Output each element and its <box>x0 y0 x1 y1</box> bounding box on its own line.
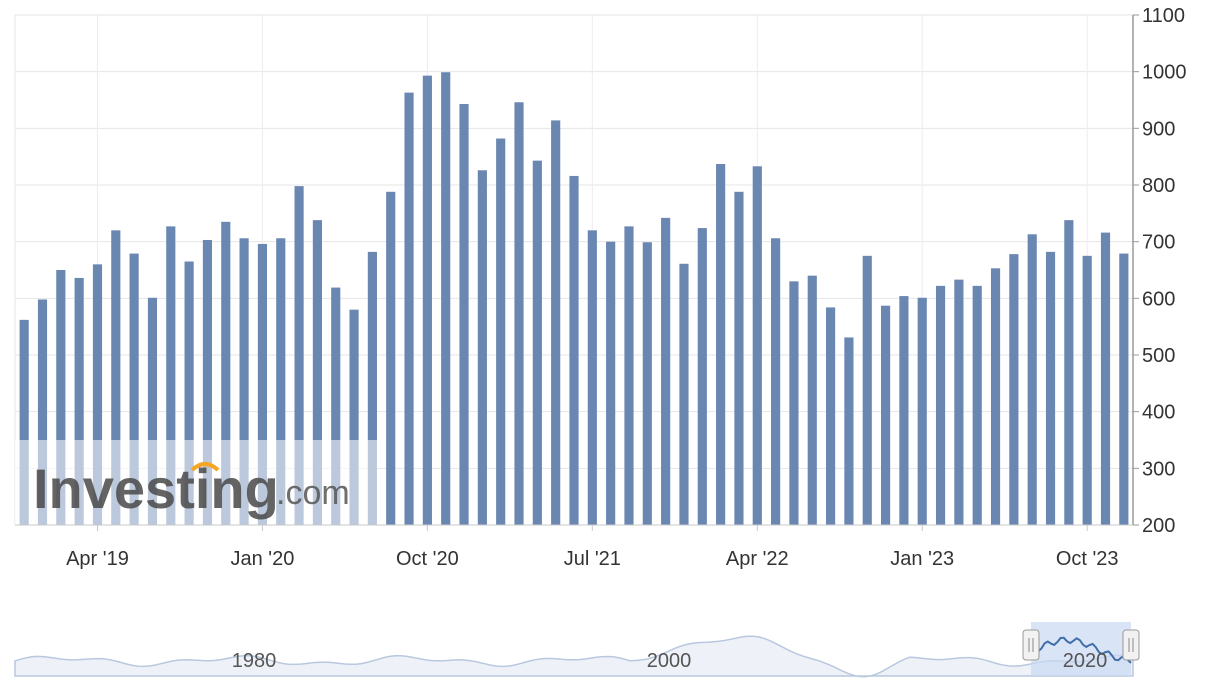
y-axis: 1100 1000 900 800 700 600 500 400 300 200 <box>1132 5 1187 537</box>
bar-2[interactable] <box>56 270 66 525</box>
bar-42[interactable] <box>789 281 799 525</box>
bar-45[interactable] <box>844 337 854 525</box>
x-tick-label-3: Jul '21 <box>564 548 621 570</box>
bar-30[interactable] <box>569 175 579 525</box>
bar-55[interactable] <box>1027 234 1037 526</box>
bar-35[interactable] <box>661 217 671 525</box>
bar-37[interactable] <box>697 228 707 526</box>
navigator-selection[interactable] <box>1031 622 1131 676</box>
bar-34[interactable] <box>642 242 652 525</box>
bar-4[interactable] <box>92 264 103 525</box>
bar-1[interactable] <box>37 299 48 525</box>
bar-32[interactable] <box>606 241 616 525</box>
bar-13[interactable] <box>257 243 268 525</box>
bar-15[interactable] <box>294 186 304 525</box>
bar-41[interactable] <box>771 238 781 525</box>
bar-17[interactable] <box>331 287 341 525</box>
bar-16[interactable] <box>312 220 322 525</box>
bar-14[interactable] <box>276 238 286 525</box>
y-tick-label-2: 900 <box>1142 118 1175 140</box>
bar-5[interactable] <box>111 230 121 526</box>
navigator-area <box>14 635 1134 678</box>
x-tick-label-1: Jan '20 <box>230 548 294 570</box>
bar-21[interactable] <box>404 92 414 525</box>
bar-33[interactable] <box>624 226 634 525</box>
bar-50[interactable] <box>935 285 946 525</box>
bar-39[interactable] <box>734 191 744 526</box>
y-tick-label-8: 300 <box>1142 458 1175 480</box>
bar-8[interactable] <box>166 226 176 525</box>
watermark-suffix: .com <box>276 474 350 512</box>
bar-59[interactable] <box>1100 232 1111 525</box>
y-tick-label-5: 600 <box>1142 288 1175 310</box>
bar-19[interactable] <box>367 251 377 525</box>
bar-58[interactable] <box>1082 255 1092 526</box>
x-tick-label-0: Apr '19 <box>66 548 129 570</box>
bar-49[interactable] <box>917 297 927 525</box>
y-tick-label-3: 800 <box>1142 175 1175 197</box>
bar-54[interactable] <box>1009 254 1019 525</box>
x-axis: Apr '19 Jan '20 Oct '20 Jul '21 Apr '22 Jan '… <box>15 524 1133 570</box>
bar-7[interactable] <box>147 297 158 525</box>
y-tick-label-0: 1100 <box>1142 5 1185 27</box>
bar-12[interactable] <box>239 238 249 525</box>
y-tick-label-9: 200 <box>1142 515 1175 537</box>
y-tick-label-1: 1000 <box>1142 62 1187 84</box>
bar-3[interactable] <box>74 277 84 525</box>
x-tick-label-4: Apr '22 <box>726 548 789 570</box>
bar-57[interactable] <box>1064 220 1074 525</box>
bar-47[interactable] <box>880 305 891 525</box>
bar-24[interactable] <box>459 103 469 525</box>
bar-36[interactable] <box>679 263 689 525</box>
y-tick-label-6: 500 <box>1142 345 1175 367</box>
bar-40[interactable] <box>752 166 762 526</box>
bar-6[interactable] <box>129 253 139 526</box>
bar-51[interactable] <box>954 279 964 525</box>
y-tick-label-4: 700 <box>1142 232 1175 254</box>
x-tick-label-2: Oct '20 <box>396 548 459 570</box>
bar-23[interactable] <box>441 72 451 525</box>
watermark-band <box>15 440 378 526</box>
bar-53[interactable] <box>990 268 1001 525</box>
bar-43[interactable] <box>807 275 817 525</box>
x-tick-label-6: Oct '23 <box>1056 548 1119 570</box>
navigator[interactable]: 1980 2000 2020 <box>14 620 1140 678</box>
bar-20[interactable] <box>386 191 396 526</box>
bar-44[interactable] <box>826 307 836 525</box>
bar-60[interactable] <box>1119 253 1129 526</box>
bar-9[interactable] <box>184 261 194 526</box>
bar-46[interactable] <box>862 255 872 526</box>
bar-38[interactable] <box>716 164 726 526</box>
investing-watermark: Investing .com <box>15 440 378 526</box>
bar-11[interactable] <box>221 221 231 526</box>
bar-26[interactable] <box>496 138 506 526</box>
bar-27[interactable] <box>514 102 524 526</box>
bar-0[interactable] <box>19 319 29 525</box>
navigator-label-2000: 2000 <box>647 650 692 672</box>
bar-31[interactable] <box>587 230 597 526</box>
bar-10[interactable] <box>202 239 213 525</box>
bar-25[interactable] <box>477 170 487 525</box>
bar-28[interactable] <box>532 160 542 525</box>
y-tick-label-7: 400 <box>1142 402 1175 424</box>
bar-48[interactable] <box>899 296 909 525</box>
navigator-selected-series <box>1034 636 1132 664</box>
navigator-right-handle[interactable] <box>1122 629 1140 661</box>
navigator-label-1980: 1980 <box>232 650 277 672</box>
bars <box>19 72 1129 526</box>
bar-18[interactable] <box>349 309 359 525</box>
navigator-label-2020: 2020 <box>1063 650 1108 672</box>
bar-52[interactable] <box>972 285 982 525</box>
watermark-brand: Investing <box>33 457 279 520</box>
navigator-left-handle[interactable] <box>1022 629 1040 661</box>
x-tick-label-5: Jan '23 <box>890 548 954 570</box>
bar-22[interactable] <box>422 75 432 525</box>
bar-29[interactable] <box>551 120 561 526</box>
bar-56[interactable] <box>1045 251 1056 525</box>
watermark-swoosh <box>190 462 220 472</box>
